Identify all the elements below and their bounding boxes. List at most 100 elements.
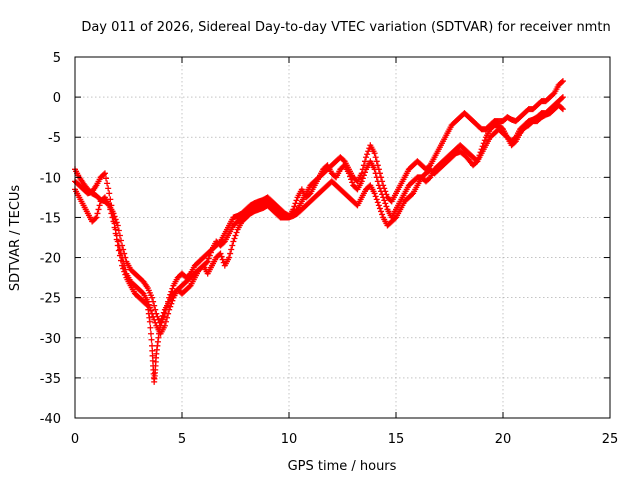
- y-tick-label: -15: [40, 211, 61, 226]
- data-point-fill: [206, 252, 213, 259]
- axis-ticks: [74, 56, 611, 419]
- data-point-fill: [218, 253, 225, 260]
- data-point-fill: [229, 242, 236, 249]
- x-tick-label: 20: [495, 432, 512, 447]
- y-tick-label: -40: [40, 412, 61, 427]
- data-point-fill: [381, 197, 388, 204]
- data-point-fill: [118, 237, 125, 244]
- y-tick-label: 5: [53, 51, 61, 66]
- x-tick-label: 5: [178, 432, 186, 447]
- data-point-fill: [498, 125, 505, 132]
- x-tick-label: 0: [71, 432, 79, 447]
- data-point-fill: [207, 249, 214, 256]
- data-point-fill: [391, 215, 398, 222]
- data-point-fill: [152, 319, 159, 326]
- data-point-fill: [150, 313, 157, 320]
- data-point-fill: [151, 302, 158, 309]
- data-point-fill: [379, 191, 386, 198]
- y-tick-label: -25: [40, 292, 61, 307]
- data-point-fill: [372, 154, 379, 161]
- data-point-fill: [167, 303, 174, 310]
- data-point-fill: [152, 306, 159, 313]
- data-point: [559, 106, 566, 113]
- y-tick-label: -30: [40, 332, 61, 347]
- data-point-fill: [96, 202, 103, 209]
- data-point-fill: [550, 91, 557, 98]
- data-point: [157, 318, 164, 325]
- data-point: [146, 318, 153, 325]
- data-point: [345, 170, 352, 177]
- data-point-fill: [219, 256, 226, 263]
- data-point-fill: [365, 148, 372, 155]
- data-point: [559, 78, 566, 85]
- data-point: [93, 214, 100, 221]
- data-point-fill: [120, 265, 127, 272]
- data-point: [149, 342, 156, 349]
- data-point-fill: [348, 176, 355, 183]
- data-point-fill: [121, 268, 128, 275]
- data-point-fill: [148, 336, 155, 343]
- data-point-fill: [95, 206, 102, 213]
- data-point-fill: [147, 324, 154, 331]
- data-point-fill: [376, 205, 383, 212]
- data-point-fill: [147, 330, 154, 337]
- data-point: [371, 166, 378, 173]
- plot-frame: [74, 56, 611, 419]
- data-point-fill: [426, 175, 433, 182]
- data-point-fill: [228, 246, 235, 253]
- data-point-fill: [203, 259, 210, 266]
- y-tick-label: -10: [40, 171, 61, 186]
- data-point-fill: [374, 178, 381, 185]
- data-point-fill: [558, 105, 565, 112]
- data-point-fill: [340, 157, 347, 164]
- data-point-fill: [116, 246, 123, 253]
- data-point-fill: [558, 79, 565, 86]
- data-series: [72, 102, 566, 385]
- data-points: [72, 78, 566, 385]
- data-series: [72, 78, 566, 329]
- data-point-fill: [162, 318, 169, 325]
- data-point: [110, 218, 117, 225]
- data-point: [149, 294, 156, 301]
- data-point-fill: [378, 188, 385, 195]
- data-point-fill: [105, 185, 112, 192]
- data-point-fill: [147, 307, 154, 314]
- data-point: [358, 178, 365, 185]
- data-point-fill: [479, 143, 486, 150]
- data-point-fill: [104, 180, 111, 187]
- data-point-fill: [372, 193, 379, 200]
- data-point-fill: [100, 171, 107, 178]
- data-point-fill: [473, 159, 480, 166]
- data-point-fill: [373, 196, 380, 203]
- data-point-fill: [359, 175, 366, 182]
- data-point-fill: [373, 158, 380, 165]
- data-point-fill: [149, 347, 156, 354]
- data-point-fill: [379, 211, 386, 218]
- data-point-fill: [292, 200, 299, 207]
- data-point-fill: [150, 298, 157, 305]
- data-point-fill: [233, 229, 240, 236]
- data-point: [101, 170, 108, 177]
- data-point-fill: [227, 250, 234, 257]
- data-point: [204, 258, 211, 265]
- data-point-fill: [373, 174, 380, 181]
- data-point-fill: [374, 199, 381, 206]
- data-point-fill: [143, 301, 150, 308]
- data-point-fill: [349, 179, 356, 186]
- data-point-fill: [109, 214, 116, 221]
- data-point-fill: [364, 151, 371, 158]
- data-point-fill: [475, 155, 482, 162]
- data-point-fill: [122, 271, 129, 278]
- data-point: [478, 146, 485, 153]
- data-point-fill: [232, 232, 239, 239]
- data-point-fill: [361, 169, 368, 176]
- data-point-fill: [293, 197, 300, 204]
- data-point-fill: [231, 235, 238, 242]
- x-tick-label: 15: [388, 432, 405, 447]
- data-point-fill: [92, 215, 99, 222]
- data-point-fill: [108, 210, 115, 217]
- y-tick-label: 0: [53, 91, 61, 106]
- data-point-fill: [205, 255, 212, 262]
- data-point-fill: [113, 236, 120, 243]
- y-tick-labels: -40 -35 -30 -25 -20 -15 -10 -5 0 5: [40, 51, 61, 427]
